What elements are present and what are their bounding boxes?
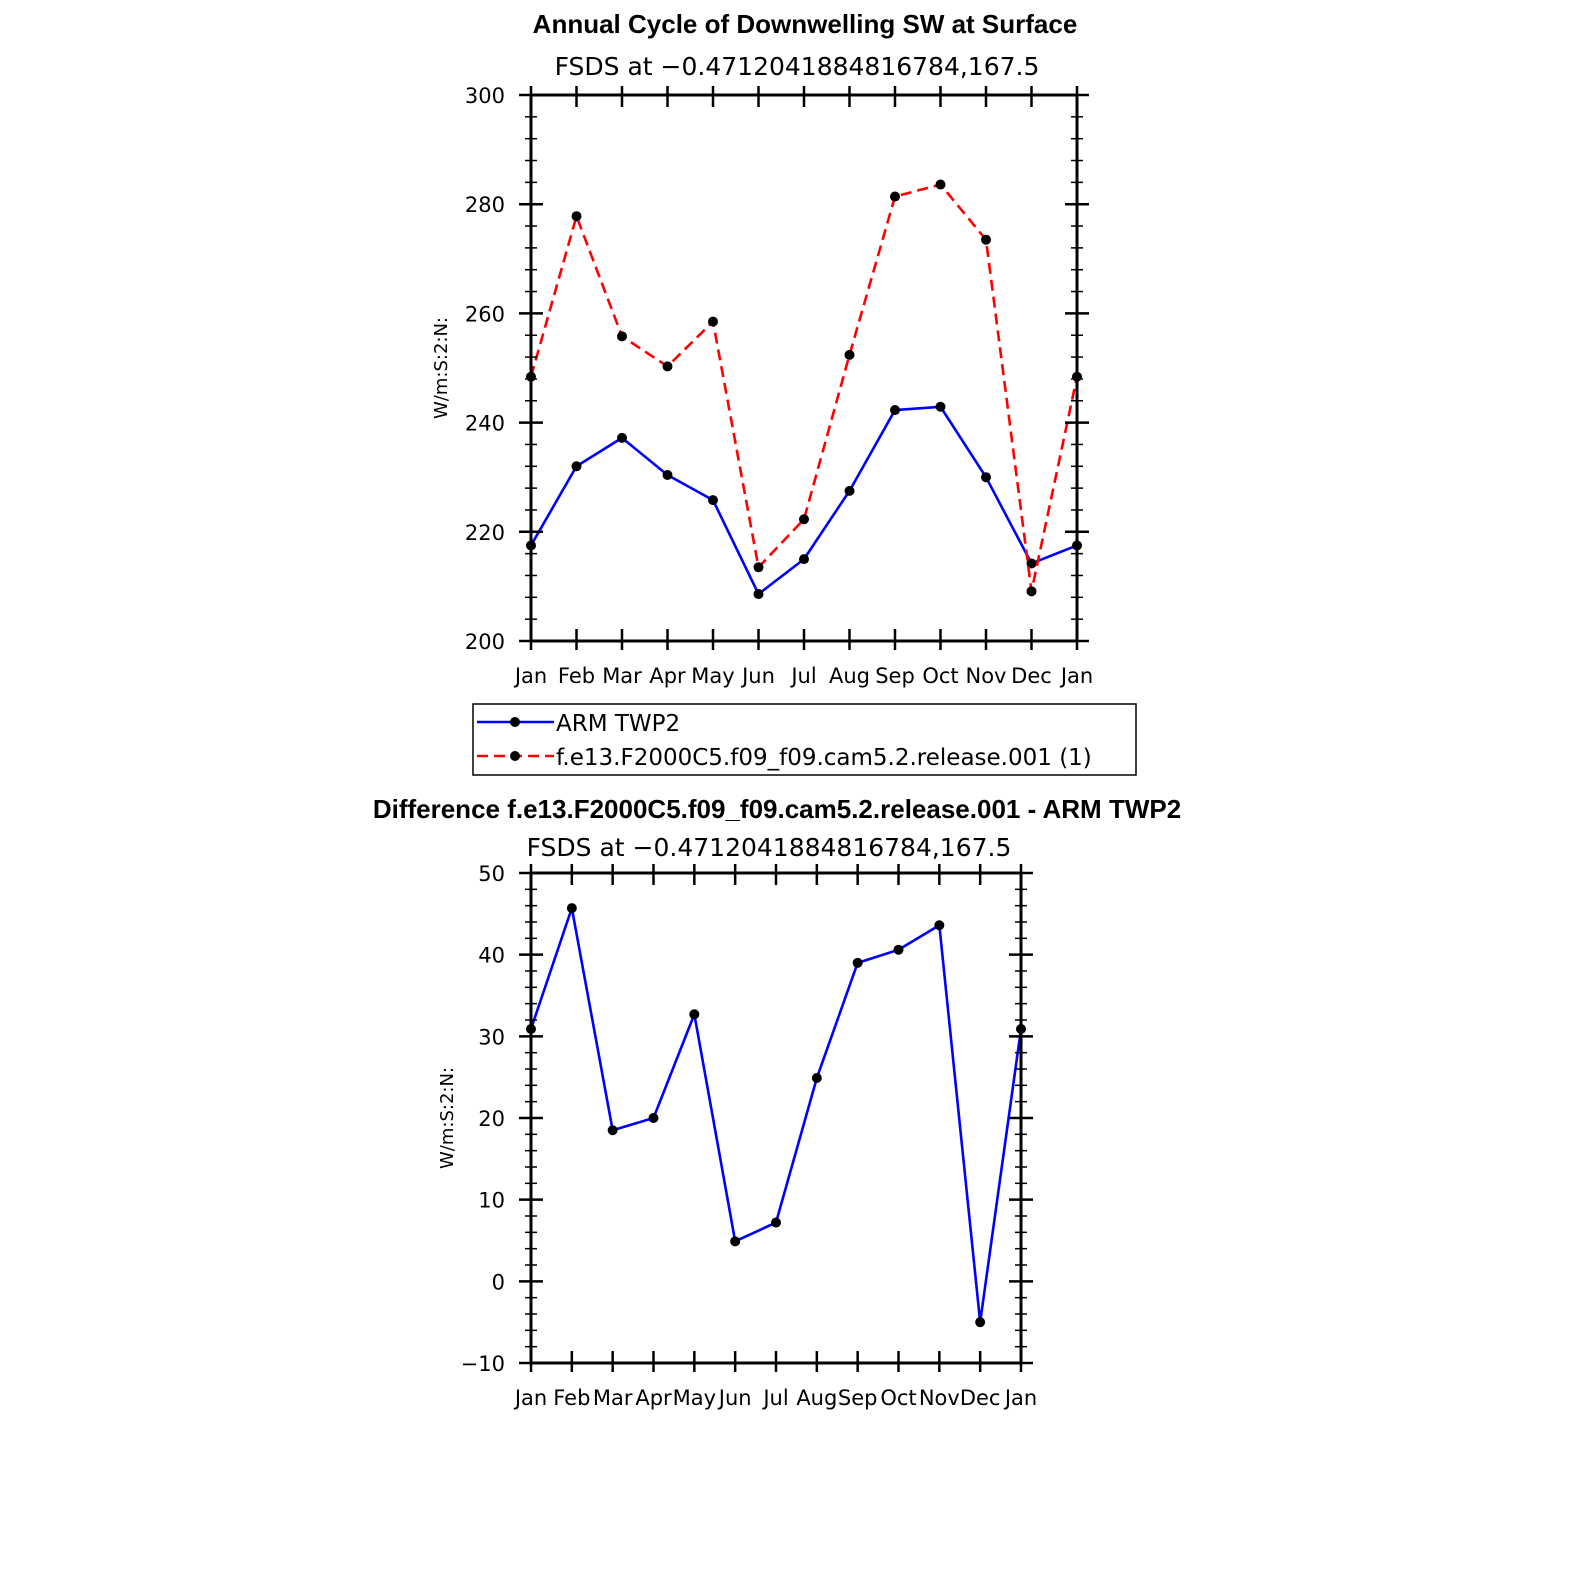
panel1-title: Annual Cycle of Downwelling SW at Surfac…	[533, 9, 1078, 39]
difference-panel: Difference f.e13.F2000C5.f09_f09.cam5.2.…	[373, 794, 1181, 1410]
x-tick-label: May	[673, 1386, 716, 1410]
series-0-point	[852, 957, 863, 968]
panel2-y-axis-label: W/m:S:2:N:	[437, 1067, 458, 1169]
series-0-point	[607, 1125, 618, 1136]
series-1-point	[1026, 586, 1037, 597]
x-tick-label: Mar	[593, 1386, 633, 1410]
y-tick-label: 30	[478, 1025, 505, 1049]
series-1-point	[935, 179, 946, 190]
x-tick-label: Apr	[635, 1386, 672, 1410]
x-tick-label: Nov	[966, 664, 1007, 688]
series-0-point	[934, 920, 945, 931]
x-tick-label: Jan	[1059, 664, 1093, 688]
series-0-point	[893, 944, 904, 955]
legend-marker-model	[510, 751, 520, 761]
series-0-point	[890, 405, 900, 416]
y-tick-label: 10	[478, 1189, 505, 1213]
series-line-0	[529, 906, 1023, 1324]
panel1-y-tick-labels: 200 220 240 260 280 300	[465, 84, 505, 654]
y-tick-label: 20	[478, 1107, 505, 1131]
y-tick-label: 300	[465, 84, 505, 108]
panel2-subtitle: FSDS at −0.4712041884816784,167.5	[527, 833, 1012, 862]
y-tick-label: −10	[461, 1352, 505, 1376]
panel1-series-layer	[526, 179, 1082, 600]
series-0-point	[771, 1217, 781, 1228]
x-tick-label: Aug	[829, 664, 870, 688]
series-0-point	[811, 1072, 822, 1083]
x-tick-label: Dec	[1011, 664, 1052, 688]
panel2-title: Difference f.e13.F2000C5.f09_f09.cam5.2.…	[373, 794, 1181, 824]
x-tick-label: Oct	[922, 664, 958, 688]
series-0-point	[844, 485, 855, 496]
panel1-subtitle: FSDS at −0.4712041884816784,167.5	[555, 52, 1040, 81]
panel2-series-layer	[526, 903, 1026, 1328]
x-tick-label: Feb	[558, 664, 595, 688]
x-tick-label: Jan	[513, 664, 547, 688]
panel2-x-tick-labels: Jan Feb Mar Apr May Jun Jul Aug Sep Oct Nov Dec Jan	[513, 1386, 1037, 1410]
series-1-point	[571, 211, 582, 222]
series-line-1	[529, 183, 1079, 593]
panel1-ticks-layer	[519, 86, 1089, 650]
y-tick-label: 50	[478, 862, 505, 886]
x-tick-label: Jun	[740, 664, 775, 688]
series-0-point	[708, 495, 718, 506]
x-tick-label: Sep	[875, 664, 915, 688]
panel2-plot-frame	[529, 871, 1023, 1365]
x-tick-label: May	[691, 664, 734, 688]
x-tick-label: Oct	[880, 1386, 916, 1410]
series-0-point	[566, 903, 577, 914]
x-tick-label: Jul	[761, 1386, 788, 1410]
series-0-point	[571, 461, 582, 472]
x-tick-label: Nov	[919, 1386, 960, 1410]
x-tick-label: Jun	[717, 1386, 752, 1410]
series-line-0	[529, 405, 1078, 596]
y-tick-label: 260	[465, 302, 505, 326]
series-1-point	[981, 234, 991, 245]
x-tick-label: Jul	[789, 664, 816, 688]
annual-cycle-panel: Annual Cycle of Downwelling SW at Surfac…	[431, 9, 1137, 776]
y-tick-label: 240	[465, 412, 505, 436]
panel2-y-tick-labels: −10 0 10 20 30 40 50	[461, 862, 505, 1376]
legend-label-model: f.e13.F2000C5.f09_f09.cam5.2.release.001…	[556, 745, 1092, 771]
y-tick-label: 220	[465, 521, 505, 545]
x-tick-label: Dec	[960, 1386, 1001, 1410]
x-tick-label: Apr	[649, 664, 686, 688]
x-tick-label: Sep	[838, 1386, 878, 1410]
y-tick-label: 40	[478, 944, 505, 968]
series-0-point	[689, 1009, 700, 1020]
panel1-x-tick-labels: Jan Feb Mar Apr May Jun Jul Aug Sep Oct Nov Dec Jan	[513, 664, 1093, 688]
series-0-point	[799, 554, 809, 565]
y-tick-label: 0	[492, 1270, 505, 1294]
x-tick-label: Mar	[602, 664, 642, 688]
series-0-point	[981, 472, 991, 483]
x-tick-label: Jan	[1003, 1386, 1037, 1410]
y-tick-label: 280	[465, 193, 505, 217]
series-1-point	[799, 514, 809, 525]
series-0-point	[935, 401, 946, 412]
x-tick-label: Jan	[513, 1386, 547, 1410]
series-0-point	[648, 1113, 659, 1123]
legend: ARM TWP2 f.e13.F2000C5.f09_f09.cam5.2.re…	[472, 703, 1137, 776]
y-tick-label: 200	[465, 630, 505, 654]
legend-marker-arm-twp2	[510, 717, 520, 727]
legend-label-arm-twp2: ARM TWP2	[556, 711, 680, 737]
series-1-point	[662, 361, 673, 372]
series-1-point	[844, 349, 855, 360]
x-tick-label: Feb	[553, 1386, 590, 1410]
series-0-point	[730, 1236, 741, 1247]
series-0-point	[753, 589, 764, 600]
series-0-point	[617, 432, 627, 443]
series-1-point	[617, 331, 627, 342]
series-1-point	[890, 191, 900, 202]
series-0-point	[1026, 558, 1037, 569]
series-1-point	[708, 316, 718, 327]
panel2-ticks-layer	[519, 864, 1033, 1372]
legend-box	[472, 703, 1137, 776]
series-0-point	[975, 1317, 986, 1328]
series-0-point	[662, 470, 673, 481]
panel1-y-axis-label: W/m:S:2:N:	[431, 317, 452, 419]
series-1-point	[753, 562, 764, 573]
x-tick-label: Aug	[796, 1386, 837, 1410]
